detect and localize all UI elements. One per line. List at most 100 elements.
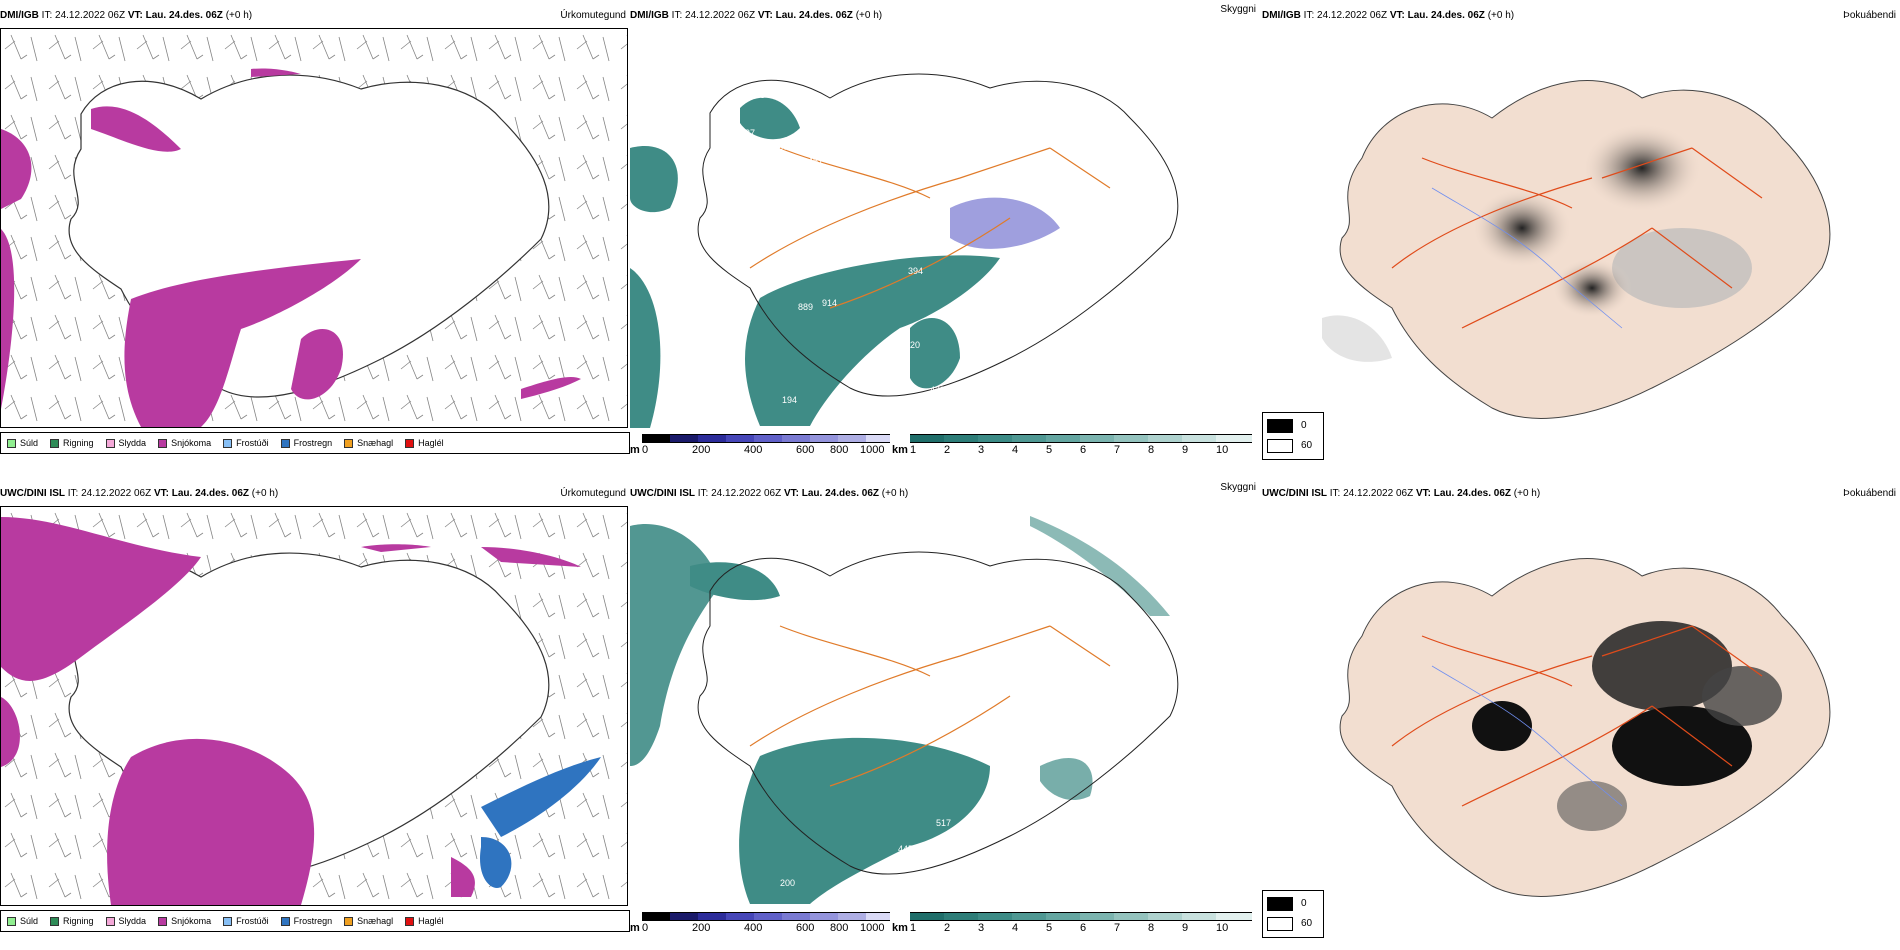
colorbar-tick: 10 (1216, 444, 1229, 456)
legend-label: Snæhagl (357, 916, 394, 926)
colorbar-tick: 3 (978, 444, 985, 456)
it-label: IT: (1329, 488, 1341, 499)
lead-time: (+0 h) (1487, 10, 1515, 21)
legend-item: Slydda (105, 438, 146, 448)
legend-item: Frostúði (223, 438, 269, 448)
legend-label: Frostúði (236, 438, 269, 448)
model-name: DMI/IGB (1262, 10, 1301, 21)
vt-label: VT: (1415, 488, 1431, 499)
panel-title: Úrkomutegund (560, 488, 626, 499)
colorbar-segment (1012, 434, 1046, 443)
cloud-base-value: 461 (808, 156, 823, 166)
colorbar-tick: 9 (1182, 444, 1189, 456)
colorbar-segment (1148, 434, 1182, 443)
panel-precip-type-row2: UWC/DINI ISL IT: 24.12.2022 06Z VT: Lau.… (0, 478, 630, 938)
colorbar-segment (866, 912, 890, 921)
map-fog (1322, 80, 1831, 419)
colorbar-segment (726, 434, 754, 443)
cloud-base-value: 914 (822, 298, 837, 308)
model-name: UWC/DINI ISL (630, 488, 695, 499)
model-name: DMI/IGB (0, 10, 39, 21)
cloud-base-value: 337 (740, 128, 755, 138)
panel-header: DMI/IGB IT: 24.12.2022 06Z VT: Lau. 24.d… (0, 10, 630, 28)
legend-swatch (223, 916, 233, 926)
cloud-base-value: 221 (1030, 260, 1045, 270)
cloud-base-value: 968 (750, 90, 765, 100)
legend-item: Slydda (105, 916, 146, 926)
legend-item: Haglél (405, 916, 444, 926)
legend-label: Haglél (418, 916, 444, 926)
it-label: IT: (697, 488, 709, 499)
legend-label: Súld (20, 916, 39, 926)
legend-item: Súld (7, 916, 38, 926)
colorbar-segment (978, 434, 1012, 443)
colorbar-tick: 10 (1216, 922, 1229, 934)
legend-swatch (344, 438, 354, 448)
colorbar-segment (670, 912, 698, 921)
colorbar-tick: 9 (1182, 922, 1189, 934)
colorbar-tick: 4 (1012, 444, 1019, 456)
colorbar-tick: 8 (1148, 922, 1155, 934)
legend-swatch (50, 916, 60, 926)
legend-swatch (280, 916, 290, 926)
cloud-base-value: 194 (782, 395, 797, 405)
legend-swatch (7, 438, 16, 448)
legend-label: Snjókoma (171, 916, 212, 926)
colorbar-segment (670, 434, 698, 443)
legend-label: Frostúði (236, 916, 269, 926)
cloud-base-unit: m (630, 444, 640, 456)
colorbar-tick: 1000 (860, 444, 885, 456)
legend-swatch (223, 438, 233, 448)
legend-swatch (105, 438, 115, 448)
legend-swatch (50, 438, 60, 448)
colorbar-segment (1080, 912, 1114, 921)
panel-fog-row1: DMI/IGB IT: 24.12.2022 06Z VT: Lau. 24.d… (1262, 0, 1900, 460)
it-value: 24.12.2022 06Z (1343, 488, 1414, 499)
legend-item: Rigning (50, 438, 94, 448)
map-fog (1339, 558, 1831, 897)
legend-label: Rigning (63, 438, 94, 448)
legend-item: Snjókoma (158, 916, 211, 926)
colorbar-segment (1182, 912, 1216, 921)
panel-header: DMI/IGB IT: 24.12.2022 06Z VT: Lau. 24.d… (1262, 10, 1900, 28)
model-name: DMI/IGB (630, 10, 669, 21)
cloud-base-value: 561 (1012, 756, 1027, 766)
colorbar-segment (754, 434, 782, 443)
cloud-base-colorbar: m 0 200 400 600 800 1000 (630, 434, 890, 460)
colorbar-segment (944, 912, 978, 921)
legend-item: Frostregn (280, 438, 332, 448)
legend-label: Rigning (63, 916, 94, 926)
colorbar-tick: 5 (1046, 922, 1053, 934)
precip-legend: Súld Rigning Slydda Snjókoma Frostúði Fr… (0, 432, 630, 454)
panel-precip-type-row1: DMI/IGB IT: 24.12.2022 06Z VT: Lau. 24.d… (0, 0, 630, 460)
fog-legend-label: 0 (1301, 898, 1307, 909)
colorbar-segment (754, 912, 782, 921)
legend-swatch (158, 438, 168, 448)
vt-label: VT: (1389, 10, 1405, 21)
it-value: 24.12.2022 06Z (55, 10, 126, 21)
visibility-colorbar: km 1 2 3 4 5 6 7 8 9 10 (892, 434, 1260, 460)
map-precip-type (0, 28, 628, 428)
panel-cloud-base-row2: UWC/DINI ISL IT: 24.12.2022 06Z VT: Lau.… (630, 478, 1260, 938)
lead-time: (+0 h) (251, 488, 279, 499)
panel-header: DMI/IGB IT: 24.12.2022 06Z VT: Lau. 24.d… (630, 4, 1260, 28)
colorbar-segment (910, 434, 944, 443)
fog-legend-label: 0 (1301, 420, 1307, 431)
map-cloud-base: 968 337 379 353 461 986 889 914 820 394 … (630, 73, 1179, 428)
panel-title: Úrkomutegund (560, 10, 626, 21)
cloud-base-unit: m (630, 922, 640, 934)
panel-title: Skyggni (1220, 4, 1256, 15)
legend-swatch (344, 916, 354, 926)
panel-title: Skyggni (1220, 482, 1256, 493)
colorbar-segment (1182, 434, 1216, 443)
legend-swatch (405, 438, 415, 448)
fog-legend: 0 60 (1262, 412, 1324, 460)
fog-legend-swatch (1267, 917, 1293, 931)
colorbar-segment (782, 912, 810, 921)
legend-item: Snjókoma (158, 438, 211, 448)
legend-swatch (405, 916, 415, 926)
cloud-base-colorbar: m 0 200 400 600 800 1000 (630, 912, 890, 938)
cloud-base-value: 445 (898, 844, 913, 854)
colorbar-segment (1046, 434, 1080, 443)
legend-item: Snæhagl (344, 438, 393, 448)
